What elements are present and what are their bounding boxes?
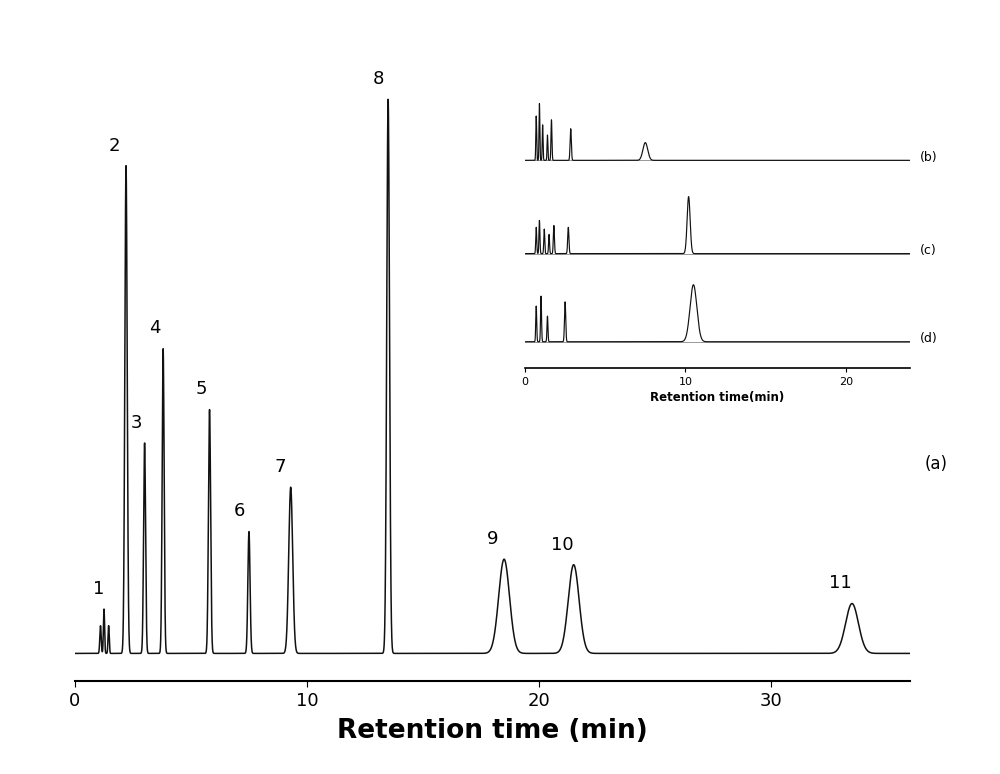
Text: 9: 9 bbox=[487, 530, 498, 548]
Text: 8: 8 bbox=[373, 70, 385, 88]
Text: (d): (d) bbox=[920, 332, 937, 345]
Text: 10: 10 bbox=[551, 536, 573, 553]
X-axis label: Retention time (min): Retention time (min) bbox=[337, 717, 648, 744]
Text: 6: 6 bbox=[234, 502, 245, 520]
Text: 3: 3 bbox=[131, 413, 142, 432]
Text: (c): (c) bbox=[920, 245, 936, 257]
Text: (a): (a) bbox=[925, 455, 948, 474]
Text: 7: 7 bbox=[275, 458, 286, 476]
Text: 1: 1 bbox=[93, 580, 104, 598]
Text: 2: 2 bbox=[109, 136, 120, 155]
X-axis label: Retention time(min): Retention time(min) bbox=[650, 391, 785, 404]
Text: 4: 4 bbox=[149, 320, 161, 337]
Text: 5: 5 bbox=[196, 381, 207, 399]
Text: (b): (b) bbox=[920, 151, 937, 164]
Text: 11: 11 bbox=[829, 574, 852, 592]
